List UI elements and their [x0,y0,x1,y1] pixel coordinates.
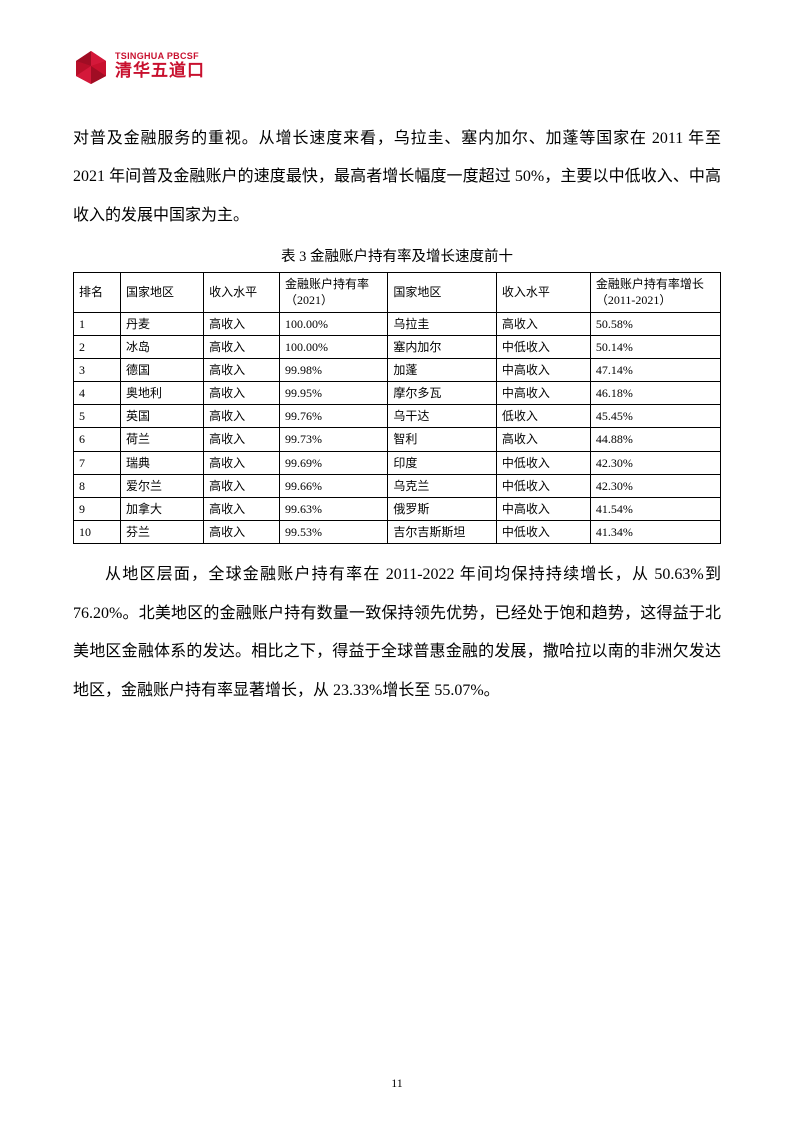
td-income2: 中低收入 [496,474,590,497]
td-country2: 塞内加尔 [388,335,496,358]
td-income2: 高收入 [496,428,590,451]
td-income: 高收入 [204,498,280,521]
td-income2: 中高收入 [496,382,590,405]
td-income2: 高收入 [496,312,590,335]
td-rank: 3 [74,358,121,381]
td-rank: 4 [74,382,121,405]
td-income: 高收入 [204,474,280,497]
td-rate: 99.66% [279,474,387,497]
paragraph-2: 从地区层面，全球金融账户持有率在 2011-2022 年间均保持持续增长，从 5… [73,556,721,710]
td-rate: 100.00% [279,312,387,335]
td-rank: 7 [74,451,121,474]
table-row: 9加拿大高收入99.63%俄罗斯中高收入41.54% [74,498,721,521]
td-income: 高收入 [204,382,280,405]
table-row: 2冰岛高收入100.00%塞内加尔中低收入50.14% [74,335,721,358]
td-rate: 99.98% [279,358,387,381]
brand-logo: TSINGHUA PBCSF 清华五道口 [73,48,721,84]
table-row: 7瑞典高收入99.69%印度中低收入42.30% [74,451,721,474]
table-row: 8爱尔兰高收入99.66%乌克兰中低收入42.30% [74,474,721,497]
td-income: 高收入 [204,451,280,474]
td-income2: 中低收入 [496,335,590,358]
td-growth: 45.45% [590,405,720,428]
table-row: 10芬兰高收入99.53%吉尔吉斯斯坦中低收入41.34% [74,521,721,544]
data-table: 排名 国家地区 收入水平 金融账户持有率（2021） 国家地区 收入水平 金融账… [73,272,721,544]
td-growth: 41.54% [590,498,720,521]
td-income: 高收入 [204,428,280,451]
td-country2: 印度 [388,451,496,474]
td-rate: 99.53% [279,521,387,544]
td-country: 加拿大 [120,498,203,521]
td-growth: 50.14% [590,335,720,358]
td-country: 瑞典 [120,451,203,474]
th-rank: 排名 [74,273,121,312]
logo-text: TSINGHUA PBCSF 清华五道口 [115,52,205,81]
td-country2: 乌克兰 [388,474,496,497]
td-rate: 100.00% [279,335,387,358]
td-country: 爱尔兰 [120,474,203,497]
td-country: 冰岛 [120,335,203,358]
th-rate: 金融账户持有率（2021） [279,273,387,312]
td-income: 高收入 [204,521,280,544]
logo-text-cn: 清华五道口 [115,62,205,81]
td-growth: 47.14% [590,358,720,381]
td-rate: 99.95% [279,382,387,405]
td-growth: 42.30% [590,474,720,497]
td-rank: 8 [74,474,121,497]
td-rate: 99.63% [279,498,387,521]
td-income: 高收入 [204,312,280,335]
td-country: 英国 [120,405,203,428]
td-growth: 50.58% [590,312,720,335]
td-country: 荷兰 [120,428,203,451]
td-country: 奥地利 [120,382,203,405]
th-country: 国家地区 [120,273,203,312]
table-row: 4奥地利高收入99.95%摩尔多瓦中高收入46.18% [74,382,721,405]
td-rate: 99.73% [279,428,387,451]
td-rank: 1 [74,312,121,335]
th-income: 收入水平 [204,273,280,312]
td-country2: 加蓬 [388,358,496,381]
td-income2: 中低收入 [496,521,590,544]
th-country2: 国家地区 [388,273,496,312]
td-growth: 42.30% [590,451,720,474]
td-country: 德国 [120,358,203,381]
td-country2: 俄罗斯 [388,498,496,521]
td-income: 高收入 [204,358,280,381]
page-number: 11 [0,1076,794,1091]
td-rank: 10 [74,521,121,544]
table-row: 1丹麦高收入100.00%乌拉圭高收入50.58% [74,312,721,335]
td-country2: 乌干达 [388,405,496,428]
td-country2: 吉尔吉斯斯坦 [388,521,496,544]
td-rate: 99.76% [279,405,387,428]
table-row: 3德国高收入99.98%加蓬中高收入47.14% [74,358,721,381]
th-income2: 收入水平 [496,273,590,312]
td-rank: 9 [74,498,121,521]
td-growth: 46.18% [590,382,720,405]
td-income2: 中高收入 [496,498,590,521]
table-header-row: 排名 国家地区 收入水平 金融账户持有率（2021） 国家地区 收入水平 金融账… [74,273,721,312]
table-row: 6荷兰高收入99.73%智利高收入44.88% [74,428,721,451]
td-rate: 99.69% [279,451,387,474]
logo-icon [73,48,109,84]
td-rank: 5 [74,405,121,428]
paragraph-1: 对普及金融服务的重视。从增长速度来看，乌拉圭、塞内加尔、加蓬等国家在 2011 … [73,120,721,235]
td-growth: 44.88% [590,428,720,451]
td-country: 丹麦 [120,312,203,335]
td-income2: 低收入 [496,405,590,428]
td-rank: 6 [74,428,121,451]
th-growth: 金融账户持有率增长（2011-2021） [590,273,720,312]
td-income: 高收入 [204,405,280,428]
td-rank: 2 [74,335,121,358]
table-caption: 表 3 金融账户持有率及增长速度前十 [73,245,721,266]
td-country: 芬兰 [120,521,203,544]
td-growth: 41.34% [590,521,720,544]
td-country2: 摩尔多瓦 [388,382,496,405]
td-country2: 乌拉圭 [388,312,496,335]
td-income2: 中低收入 [496,451,590,474]
td-income: 高收入 [204,335,280,358]
td-income2: 中高收入 [496,358,590,381]
td-country2: 智利 [388,428,496,451]
table-row: 5英国高收入99.76%乌干达低收入45.45% [74,405,721,428]
